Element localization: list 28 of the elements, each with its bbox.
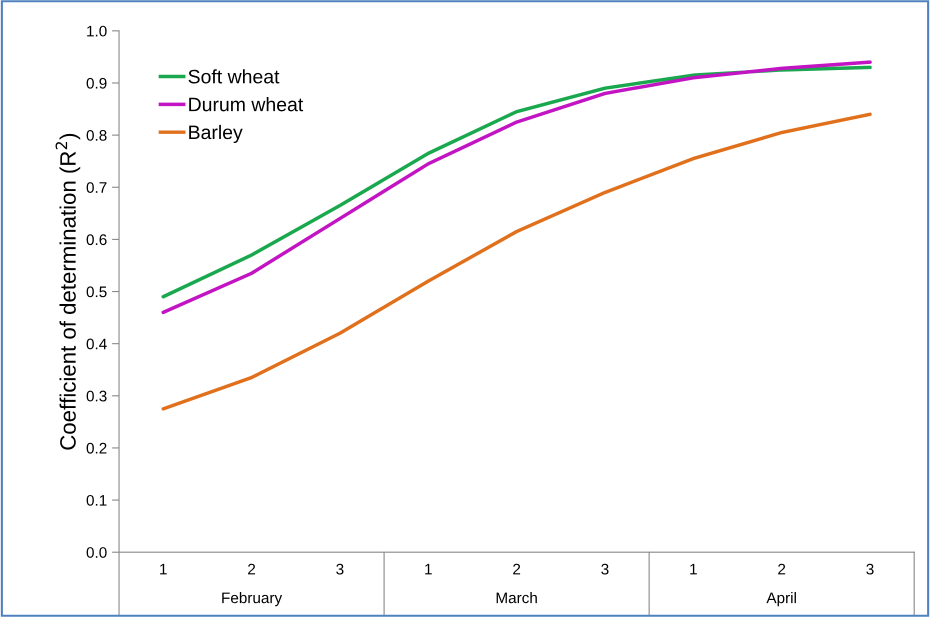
y-axis-title: Coefficient of determination (R$^{2}$) (56, 134, 80, 450)
x-tick-label: 1 (425, 564, 432, 574)
line-series (161, 112, 872, 411)
text: March (496, 592, 537, 604)
x-tick-label: 2 (778, 564, 786, 574)
y-tick-label: 1.0 (87, 26, 107, 37)
y-tick-label: 0.0 (86, 547, 107, 558)
y-tick-label: 0.4 (86, 338, 107, 350)
y-tick-label: 0.7 (86, 182, 106, 193)
y-tick-label: 0.1 (86, 494, 106, 506)
x-tick-label: 3 (866, 564, 874, 575)
y-tick-label: 0.5 (86, 286, 107, 298)
y-tick-label: 0.3 (86, 390, 107, 402)
x-tick-label: 1 (160, 564, 167, 574)
x-tick-label: 2 (513, 564, 520, 574)
y-tick-label: 0.9 (86, 78, 107, 89)
x-tick-label: 2 (248, 564, 256, 574)
y-tick-label: 0.6 (86, 234, 107, 246)
legend-label: Durum wheat (189, 97, 304, 112)
x-tick-label: 3 (601, 564, 609, 575)
legend-label: Soft wheat (188, 69, 280, 84)
x-tick-label: 3 (336, 564, 344, 575)
y-tick-label: 0.8 (86, 130, 107, 141)
y-tick-label: 0.2 (86, 442, 106, 454)
x-tick-label: 1 (690, 564, 697, 574)
text: February (222, 592, 282, 606)
text: April (766, 592, 796, 606)
legend-label: Barley (189, 124, 243, 144)
